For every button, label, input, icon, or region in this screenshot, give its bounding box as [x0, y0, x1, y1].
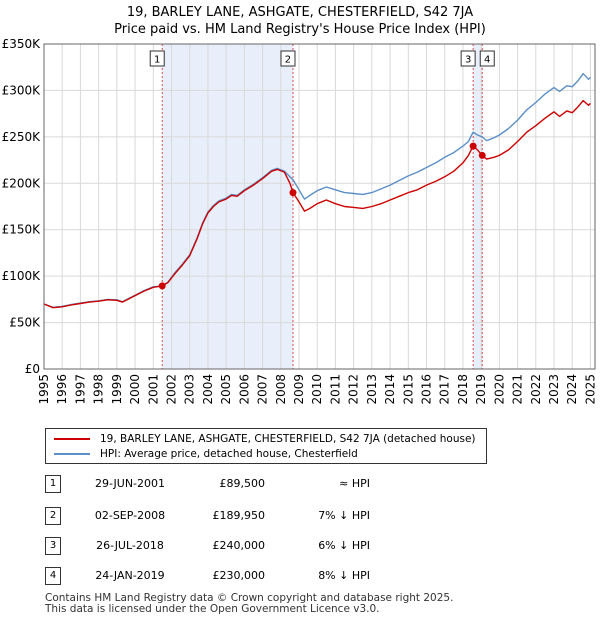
- x-tick-label: 1998: [92, 374, 106, 405]
- transaction-price: £89,500: [190, 477, 265, 490]
- shaded-periods: [162, 44, 482, 369]
- x-tick-label: 2013: [365, 374, 379, 405]
- y-tick-labels: £0 £50K £100K £150K £200K £250K £300K £350K: [2, 37, 42, 376]
- sale-label: 1: [150, 51, 164, 66]
- x-tick-label: 2019: [474, 374, 488, 405]
- x-tick-label: 2021: [511, 374, 525, 405]
- transaction-row: 1 29-JUN-2001 £89,500 ≈ HPI: [0, 475, 600, 495]
- transaction-date: 29-JUN-2001: [80, 477, 180, 490]
- transaction-hpi-relation: ≈ HPI: [280, 477, 370, 490]
- transaction-number: 2: [45, 507, 61, 525]
- y-tick-label: £150K: [2, 223, 42, 237]
- price-chart: 1 2 3 4 £0 £50K £100K £150K £200K £250K £300K £350…: [0, 0, 600, 420]
- y-tick-label: £100K: [2, 269, 42, 283]
- transaction-price: £240,000: [190, 539, 265, 552]
- x-tick-label: 2005: [219, 374, 233, 405]
- transaction-hpi-relation: 6% ↓ HPI: [280, 539, 370, 552]
- x-tick-label: 1997: [73, 374, 87, 405]
- x-tick-label: 2010: [310, 374, 324, 405]
- x-tick-label: 2000: [128, 374, 142, 405]
- legend-swatch-property: [54, 438, 90, 440]
- x-tick-label: 2002: [165, 374, 179, 405]
- legend-label-hpi: HPI: Average price, detached house, Ches…: [100, 448, 358, 460]
- shaded-period: [162, 44, 293, 369]
- transaction-row: 3 26-JUL-2018 £240,000 6% ↓ HPI: [0, 537, 600, 557]
- x-tick-label: 2022: [529, 374, 543, 405]
- y-tick-label: £200K: [2, 176, 42, 190]
- x-tick-label: 1996: [55, 374, 69, 405]
- x-tick-label: 2025: [583, 374, 597, 405]
- transaction-number: 1: [45, 475, 61, 493]
- legend-item-hpi: HPI: Average price, detached house, Ches…: [54, 446, 358, 462]
- x-tick-label: 2003: [183, 374, 197, 405]
- sale-label-number: 4: [484, 55, 490, 66]
- x-tick-label: 2006: [237, 374, 251, 405]
- x-tick-label: 2011: [328, 374, 342, 405]
- transaction-row: 4 24-JAN-2019 £230,000 8% ↓ HPI: [0, 567, 600, 587]
- transaction-price: £230,000: [190, 569, 265, 582]
- grid: [44, 44, 595, 369]
- sale-label: 4: [480, 51, 494, 66]
- sale-label: 3: [461, 51, 475, 66]
- x-tick-label: 2017: [438, 374, 452, 405]
- x-tick-label: 2015: [401, 374, 415, 405]
- x-tick-label: 2014: [383, 374, 397, 405]
- transaction-hpi-relation: 7% ↓ HPI: [280, 509, 370, 522]
- x-tick-label: 2008: [274, 374, 288, 405]
- y-tick-label: £300K: [2, 83, 42, 97]
- x-tick-label: 2012: [347, 374, 361, 405]
- legend-item-property: 19, BARLEY LANE, ASHGATE, CHESTERFIELD, …: [54, 431, 476, 447]
- sale-point: [470, 143, 477, 150]
- x-tick-label: 2018: [456, 374, 470, 405]
- legend-label-property: 19, BARLEY LANE, ASHGATE, CHESTERFIELD, …: [100, 433, 476, 445]
- transaction-price: £189,950: [190, 509, 265, 522]
- y-tick-label: £50K: [9, 316, 41, 330]
- x-tick-labels: 1995 1996 1997 1998 1999 2000 2001 2002 2003 2004…: [37, 374, 597, 405]
- y-tick-label: £0: [25, 362, 40, 376]
- sale-point: [159, 282, 166, 289]
- y-tick-label: £250K: [2, 130, 42, 144]
- x-tick-label: 2004: [201, 374, 215, 405]
- transaction-hpi-relation: 8% ↓ HPI: [280, 569, 370, 582]
- transaction-date: 02-SEP-2008: [80, 509, 180, 522]
- sale-label-number: 3: [465, 55, 471, 66]
- x-tick-label: 2009: [292, 374, 306, 405]
- x-tick-label: 2023: [547, 374, 561, 405]
- transaction-number: 3: [45, 537, 61, 555]
- sale-label: 2: [281, 51, 295, 66]
- transaction-row: 2 02-SEP-2008 £189,950 7% ↓ HPI: [0, 507, 600, 527]
- sale-label-number: 2: [285, 55, 291, 66]
- x-tick-label: 1999: [110, 374, 124, 405]
- legend: 19, BARLEY LANE, ASHGATE, CHESTERFIELD, …: [45, 428, 487, 464]
- x-tick-label: 2007: [256, 374, 270, 405]
- y-tick-label: £350K: [2, 37, 42, 51]
- transaction-number: 4: [45, 567, 61, 585]
- transaction-date: 24-JAN-2019: [80, 569, 180, 582]
- plot-frame: [44, 44, 595, 369]
- legend-swatch-hpi: [54, 453, 90, 455]
- x-tick-label: 2024: [565, 374, 579, 405]
- sale-point: [289, 189, 296, 196]
- transaction-date: 26-JUL-2018: [80, 539, 180, 552]
- x-tick-label: 2020: [492, 374, 506, 405]
- sale-label-number: 1: [154, 55, 160, 66]
- x-tick-label: 2016: [420, 374, 434, 405]
- x-tick-label: 2001: [146, 374, 160, 405]
- sale-point: [479, 152, 486, 159]
- x-tick-label: 1995: [37, 374, 51, 405]
- footer-licence: This data is licensed under the Open Gov…: [45, 603, 380, 615]
